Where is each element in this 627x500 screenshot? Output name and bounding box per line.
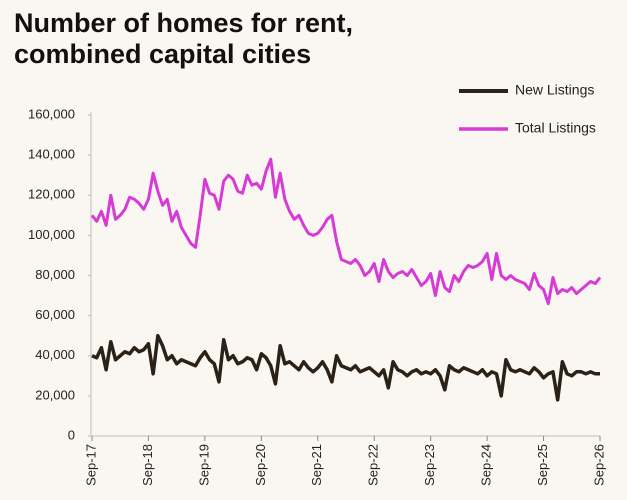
x-tick-label: Sep-19: [196, 444, 211, 486]
x-tick-label: Sep-23: [422, 444, 437, 486]
x-tick-label: Sep-25: [535, 444, 550, 486]
y-tick-label: 40,000: [35, 347, 75, 362]
x-tick-label: Sep-26: [591, 444, 606, 486]
x-tick-label: Sep-24: [479, 444, 494, 486]
chart-title: Number of homes for rent, combined capita…: [14, 8, 353, 69]
y-tick-label: 120,000: [28, 187, 75, 202]
x-tick-label: Sep-17: [83, 444, 98, 486]
y-tick-label: 100,000: [28, 227, 75, 242]
y-tick-label: 140,000: [28, 147, 75, 162]
y-tick-label: 0: [68, 427, 75, 442]
y-tick-label: 20,000: [35, 387, 75, 402]
legend-label: Total Listings: [515, 120, 596, 136]
x-tick-label: Sep-21: [309, 444, 324, 486]
series-line: [91, 333, 600, 402]
y-tick-label: 80,000: [35, 267, 75, 282]
legend-label: New Listings: [515, 82, 594, 98]
y-tick-label: 60,000: [35, 307, 75, 322]
y-tick-label: 160,000: [28, 106, 75, 121]
x-tick-label: Sep-18: [140, 444, 155, 486]
series-line: [90, 157, 602, 306]
x-tick-label: Sep-22: [366, 444, 381, 486]
x-tick-label: Sep-20: [253, 444, 268, 486]
